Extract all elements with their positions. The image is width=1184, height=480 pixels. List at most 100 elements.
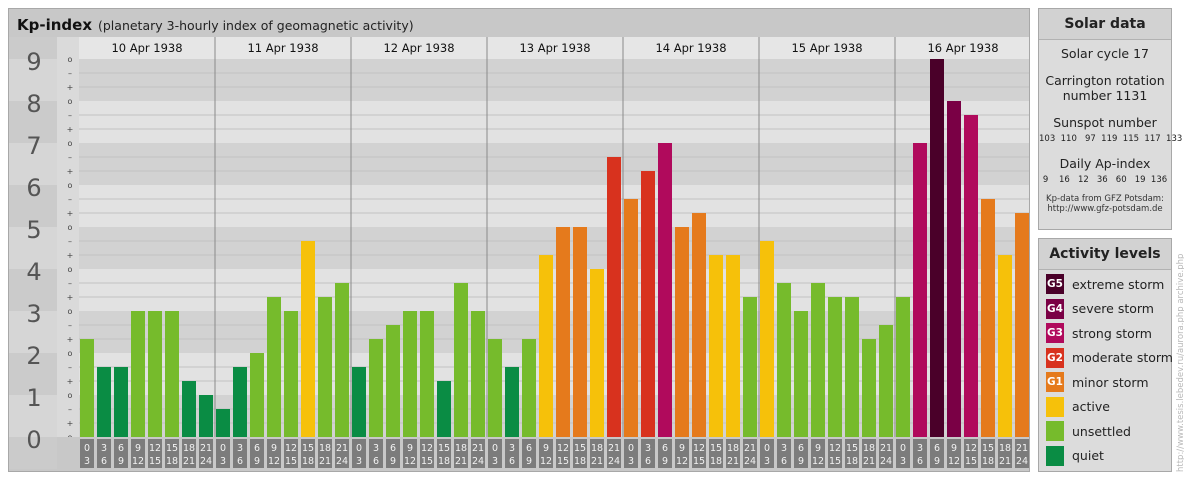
hour-box xyxy=(760,439,774,468)
legend-item: unsettled xyxy=(1046,421,1131,441)
hour-start-label: 12 xyxy=(693,443,705,454)
legend-label: minor storm xyxy=(1072,374,1149,390)
legend-label: severe storm xyxy=(1072,301,1154,316)
day-label: 11 Apr 1938 xyxy=(247,41,318,55)
x-axis-corner xyxy=(57,437,79,469)
chart-title: Kp-index (planetary 3-hourly index of geo… xyxy=(17,16,414,34)
hour-box xyxy=(964,439,978,468)
hour-box xyxy=(1015,439,1029,468)
hour-start-label: 12 xyxy=(285,443,297,454)
minor-tick: + xyxy=(67,335,74,344)
y-tick-label: 3 xyxy=(26,300,41,328)
hour-end-label: 18 xyxy=(710,456,722,467)
day-label: 13 Apr 1938 xyxy=(519,41,590,55)
hour-start-label: 9 xyxy=(679,443,685,454)
kp-bar-chart: 10 Apr 1938 11 Apr 1938 12 Apr 1938 13 Apr … xyxy=(9,37,1029,469)
hour-end-label: 3 xyxy=(84,456,90,467)
hour-end-label: 24 xyxy=(336,456,348,467)
hour-end-label: 3 xyxy=(492,456,498,467)
kp-bar xyxy=(284,311,298,437)
kp-bar xyxy=(845,297,859,437)
hour-end-label: 18 xyxy=(438,456,450,467)
hour-start-label: 6 xyxy=(662,443,668,454)
minor-tick: o xyxy=(68,139,73,148)
hour-end-label: 24 xyxy=(744,456,756,467)
hour-start-label: 9 xyxy=(543,443,549,454)
kp-bar xyxy=(675,227,689,437)
kp-bar xyxy=(165,311,179,437)
kp-bar xyxy=(862,339,876,437)
y-tick-label: 7 xyxy=(26,132,41,160)
hour-end-label: 3 xyxy=(220,456,226,467)
day-label: 12 Apr 1938 xyxy=(383,41,454,55)
legend-swatch: G1 xyxy=(1046,372,1064,392)
hour-end-label: 15 xyxy=(693,456,705,467)
hour-box xyxy=(233,439,247,468)
minor-tick: – xyxy=(68,153,72,162)
minor-tick: o xyxy=(68,265,73,274)
minor-tick: – xyxy=(68,69,72,78)
hour-box xyxy=(879,439,893,468)
kp-bar xyxy=(488,339,502,437)
hour-start-label: 18 xyxy=(863,443,875,454)
minor-tick: – xyxy=(68,237,72,246)
hour-box xyxy=(556,439,570,468)
hour-end-label: 6 xyxy=(917,456,923,467)
hour-box xyxy=(777,439,791,468)
kp-bar xyxy=(97,366,111,437)
y-axis-band xyxy=(9,269,57,311)
hour-box xyxy=(675,439,689,468)
hour-start-label: 3 xyxy=(101,443,107,454)
hour-start-label: 15 xyxy=(438,443,450,454)
hour-box xyxy=(131,439,145,468)
legend-swatch: G4 xyxy=(1046,298,1064,319)
kp-bar xyxy=(301,240,315,437)
hour-box xyxy=(505,439,519,468)
legend-label: strong storm xyxy=(1072,325,1152,341)
hour-start-label: 15 xyxy=(302,443,314,454)
kp-bar xyxy=(403,311,417,437)
hour-end-label: 15 xyxy=(557,456,569,467)
sunspot-label: Sunspot number xyxy=(1053,115,1157,130)
carrington-line-2: number 1131 xyxy=(1062,88,1148,103)
legend-swatch: G2 xyxy=(1046,347,1064,368)
minor-tick: o xyxy=(68,223,73,232)
kp-bar xyxy=(981,198,995,437)
legend-swatch xyxy=(1046,421,1064,441)
hour-box xyxy=(250,439,264,468)
hour-start-label: 15 xyxy=(574,443,586,454)
hour-end-label: 12 xyxy=(268,456,280,467)
legend-item: quiet xyxy=(1046,445,1104,466)
legend-label: moderate storm xyxy=(1072,350,1173,365)
hour-box xyxy=(216,439,230,468)
day-header-band xyxy=(79,37,1029,59)
hour-box xyxy=(624,439,638,468)
ap-index-label: Daily Ap-index xyxy=(1059,156,1151,171)
minor-tick: – xyxy=(68,363,72,372)
legend-label: quiet xyxy=(1072,448,1104,463)
kp-bar xyxy=(998,255,1012,437)
solar-data-header: Solar data xyxy=(1039,9,1171,40)
hour-start-label: 21 xyxy=(608,443,620,454)
kp-bar xyxy=(335,282,349,437)
legend-swatch: G5 xyxy=(1046,274,1064,294)
y-axis-band xyxy=(9,227,57,269)
minor-tick: – xyxy=(68,279,72,288)
legend-item: G2 moderate storm xyxy=(1046,347,1173,368)
hour-start-label: 6 xyxy=(254,443,260,454)
kp-bar xyxy=(777,282,791,437)
kp-bar xyxy=(369,339,383,437)
kp-bar xyxy=(131,311,145,437)
hour-start-label: 15 xyxy=(166,443,178,454)
hour-end-label: 24 xyxy=(880,456,892,467)
hour-end-label: 9 xyxy=(118,456,124,467)
y-tick-label: 9 xyxy=(26,48,41,76)
activity-levels-box: Activity levels G5 extreme storm G4 severe … xyxy=(1038,238,1173,472)
hour-box xyxy=(403,439,417,468)
data-credit-link[interactable]: http://www.gfz-potsdam.de xyxy=(1047,204,1163,214)
hour-start-label: 12 xyxy=(829,443,841,454)
day-label: 14 Apr 1938 xyxy=(655,41,726,55)
hour-box xyxy=(148,439,162,468)
hour-box xyxy=(794,439,808,468)
hour-end-label: 18 xyxy=(574,456,586,467)
